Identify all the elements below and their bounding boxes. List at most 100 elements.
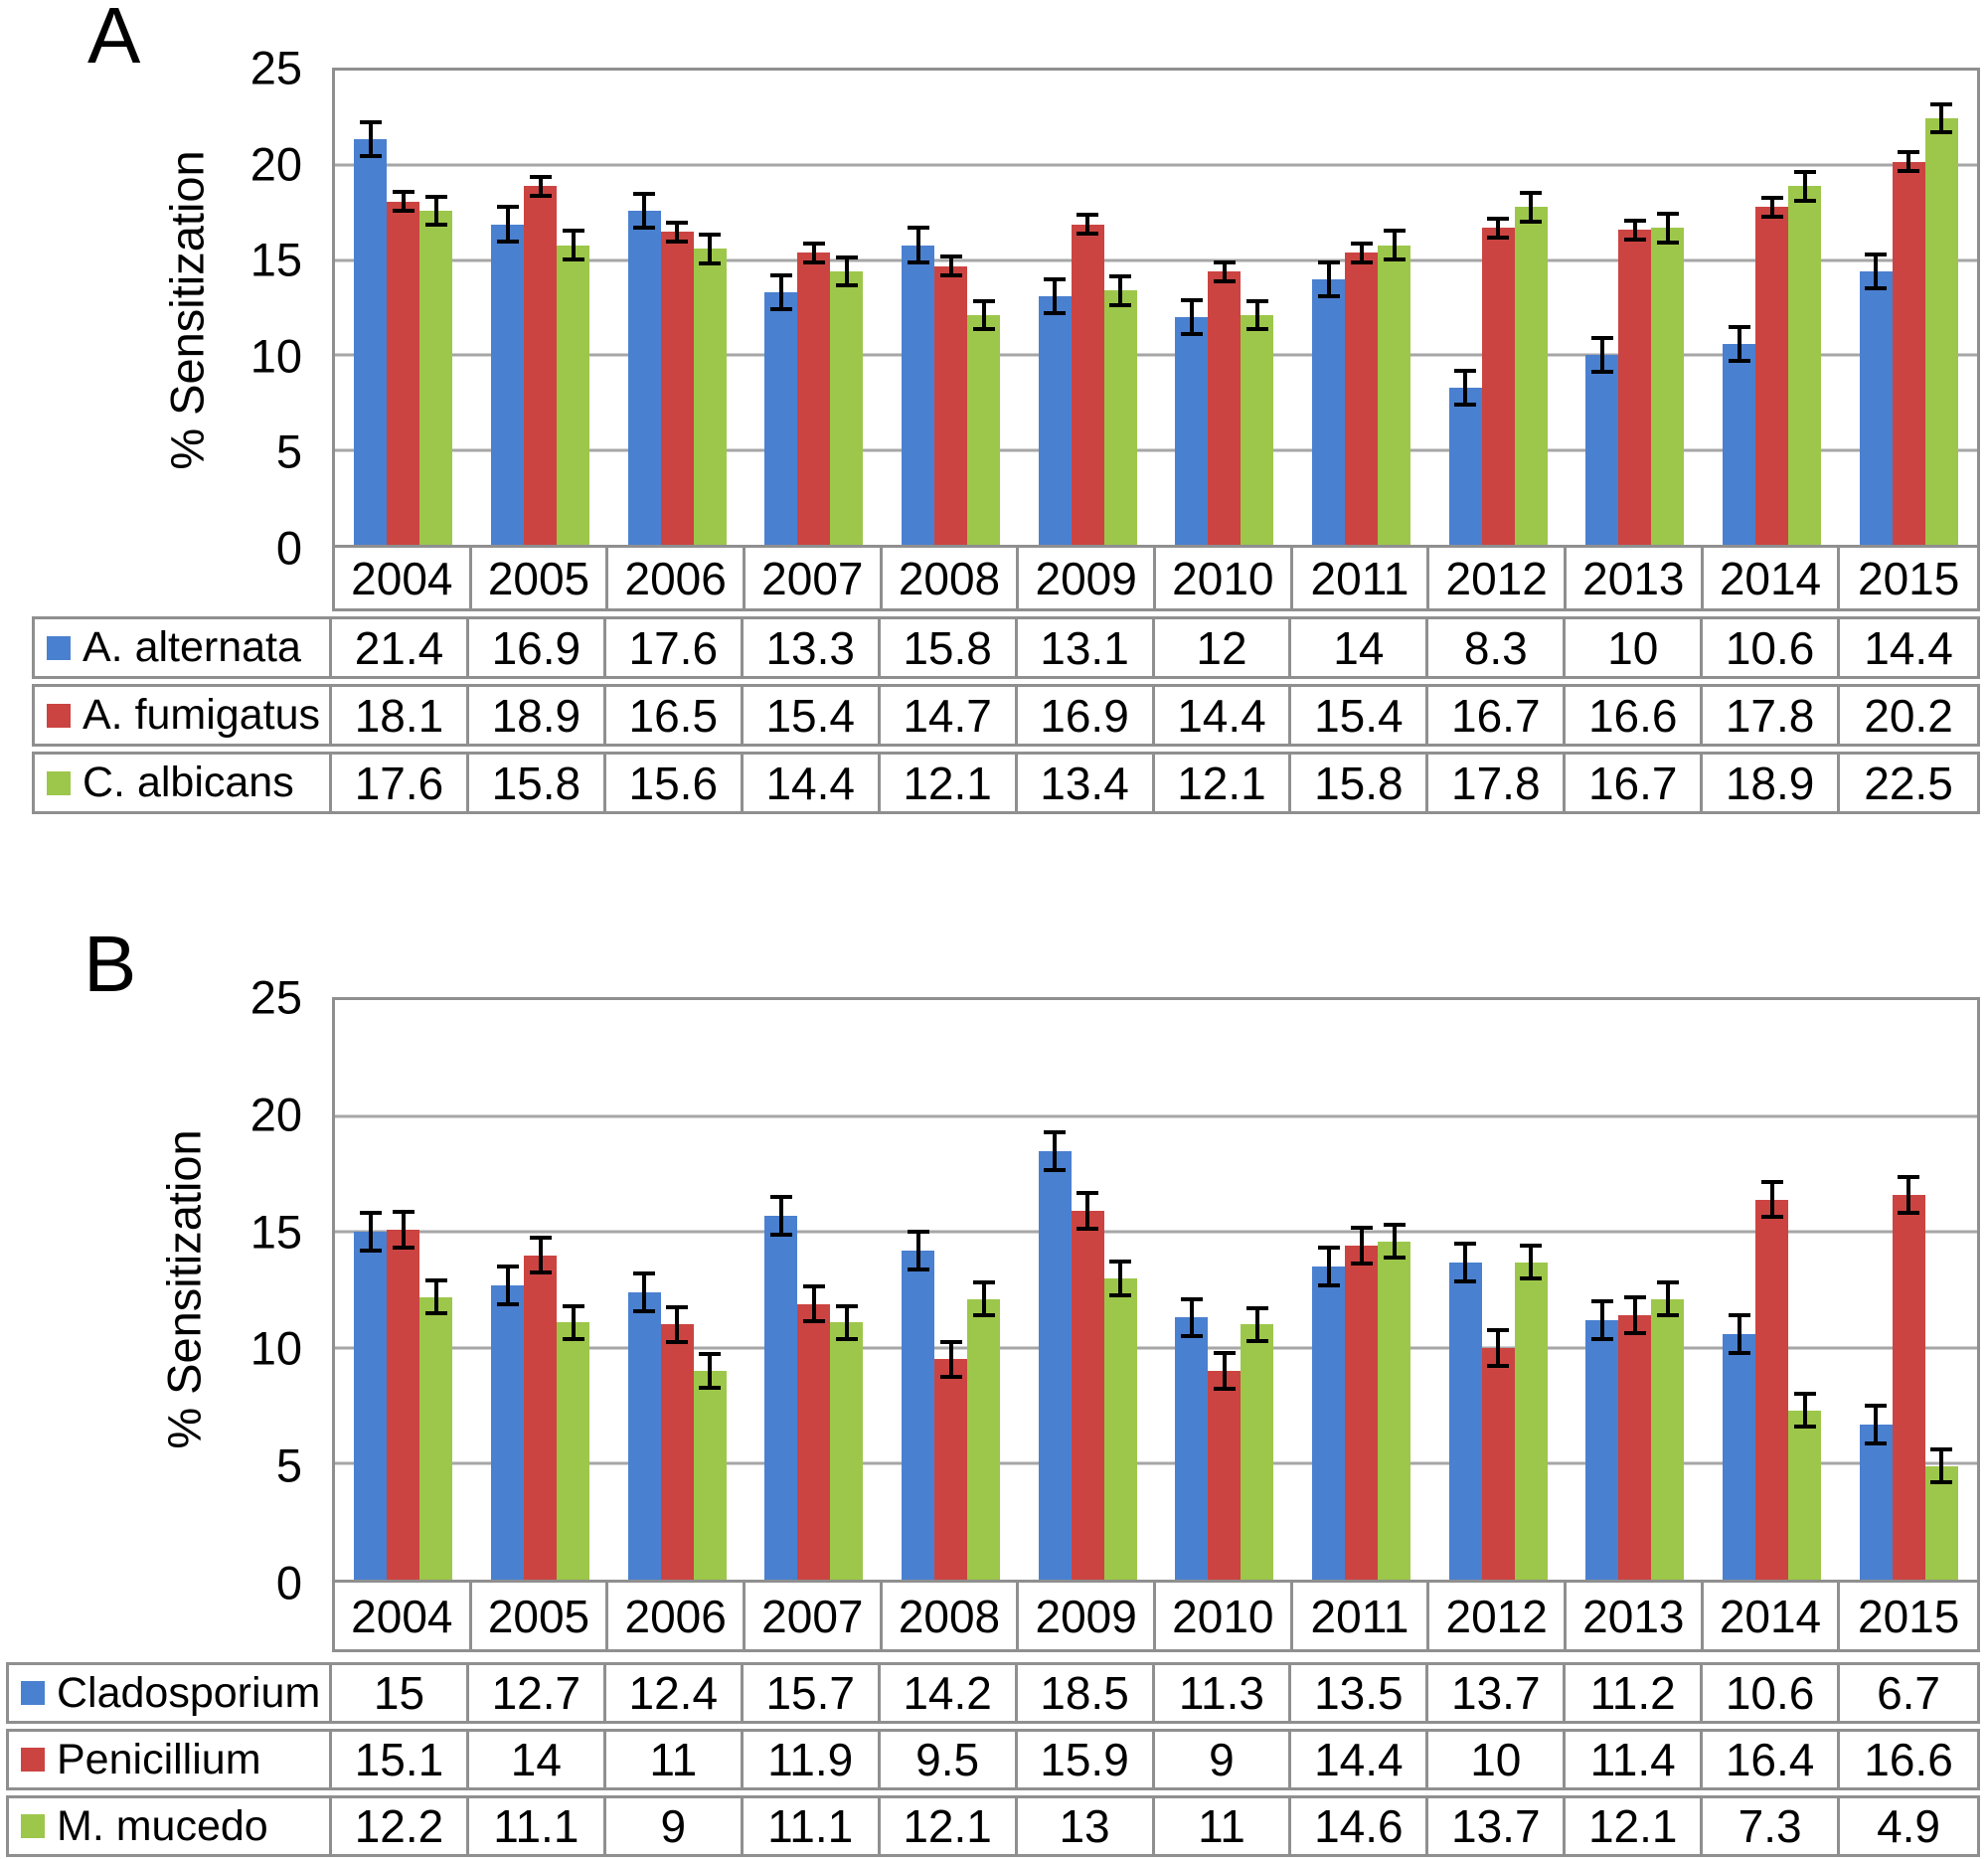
error-bar <box>907 1229 929 1271</box>
value-cell: 15 <box>332 1665 469 1721</box>
bar <box>1924 1465 1958 1580</box>
bar <box>1892 161 1925 545</box>
error-bar <box>1213 259 1236 283</box>
error-bar-line <box>1118 1264 1123 1293</box>
year-cell: 2010 <box>1156 1583 1293 1649</box>
bar <box>419 211 453 545</box>
value-cell: 17.6 <box>332 755 469 811</box>
bar <box>491 1284 524 1580</box>
value-cell: 11 <box>1155 1798 1292 1854</box>
bar <box>1345 253 1379 545</box>
error-bar-line <box>778 1198 783 1233</box>
value-cell: 16.6 <box>1566 687 1704 744</box>
error-bar-line <box>1939 105 1944 130</box>
bar <box>1723 343 1756 545</box>
bar <box>524 186 557 545</box>
bar <box>1448 387 1482 545</box>
bar <box>764 292 798 545</box>
error-bar <box>1180 1296 1203 1339</box>
value-cell: 15.8 <box>881 619 1018 676</box>
error-bar <box>1213 1351 1236 1391</box>
value-cell: 13.5 <box>1291 1665 1429 1721</box>
bar <box>1924 117 1958 545</box>
error-bar <box>1487 1327 1510 1368</box>
bar <box>1378 1241 1411 1580</box>
error-bar-line <box>1359 1230 1364 1263</box>
error-bar <box>972 1280 995 1318</box>
year-cell: 2010 <box>1156 548 1293 608</box>
bar <box>1755 1199 1789 1580</box>
bar <box>557 245 589 545</box>
year-cell: 2015 <box>1857 552 1960 604</box>
plot-area <box>332 68 1980 548</box>
value-cell: 15.8 <box>1291 755 1429 811</box>
legend-swatch <box>47 703 71 728</box>
error-bar-line <box>1222 263 1227 279</box>
value-cell: 17.8 <box>1428 755 1567 811</box>
value-cell: 17.6 <box>606 619 744 676</box>
year-column <box>1019 1000 1156 1580</box>
error-bar <box>1044 276 1067 316</box>
value-cell: 11.2 <box>1566 1665 1704 1721</box>
bar <box>1755 207 1789 545</box>
error-bar-line <box>1599 1302 1604 1337</box>
value-cell: 18.9 <box>469 687 606 744</box>
error-bar-line <box>708 1356 713 1386</box>
table-row: C. albicans 17.6 15.8 15.6 14.4 12.1 13.4 12.1 1… <box>32 752 1980 814</box>
value-cell: 15.8 <box>469 755 606 811</box>
error-bar-line <box>1802 174 1807 199</box>
bar <box>1071 1211 1104 1580</box>
error-bar-line <box>1326 1250 1331 1284</box>
error-bar-line <box>1939 1451 1944 1481</box>
bar <box>902 1250 935 1580</box>
error-bar-line <box>1189 301 1194 333</box>
error-bar-line <box>1359 245 1364 260</box>
value-cell: 13.3 <box>744 619 881 676</box>
value-cell: 6.7 <box>1877 1667 1941 1719</box>
legend-cell: A. fumigatus <box>35 687 332 744</box>
error-bar-line <box>1529 1247 1534 1277</box>
legend-label: Cladosporium <box>57 1668 321 1717</box>
error-bar <box>1760 1179 1783 1220</box>
error-bar <box>1180 297 1203 337</box>
error-bar <box>666 220 689 244</box>
error-bar <box>1728 324 1750 363</box>
bar <box>419 1296 453 1580</box>
error-bar <box>562 1303 584 1341</box>
y-tick-label: 10 <box>249 1321 302 1375</box>
year-column <box>1704 71 1841 545</box>
year-cell: 2007 <box>746 1583 883 1649</box>
bar <box>387 201 420 545</box>
error-bar <box>359 1211 382 1254</box>
bar <box>1241 315 1274 545</box>
error-bar <box>1109 1260 1132 1297</box>
error-bar <box>802 1283 825 1324</box>
error-bar <box>633 1270 656 1313</box>
year-column <box>1429 1000 1567 1580</box>
value-cell: 12.1 <box>881 755 1018 811</box>
bar <box>627 1291 661 1580</box>
year-column <box>1293 1000 1430 1580</box>
year-column <box>883 1000 1020 1580</box>
legend-cell: M. mucedo <box>9 1798 332 1854</box>
error-bar-line <box>981 302 986 328</box>
y-tick-label: 20 <box>249 137 302 191</box>
gridline <box>335 1461 1977 1465</box>
bar <box>1175 317 1209 545</box>
year-column <box>1567 71 1704 545</box>
legend-label: Penicillium <box>57 1735 261 1783</box>
legend-cell: Cladosporium <box>9 1665 332 1721</box>
year-column <box>1156 1000 1293 1580</box>
value-cell: 16.9 <box>1018 687 1155 744</box>
y-tick-label: 5 <box>275 1438 302 1492</box>
bar <box>1241 1324 1274 1580</box>
year-column <box>1429 71 1567 545</box>
y-tick-label: 25 <box>249 41 302 94</box>
bar <box>1103 1277 1137 1580</box>
value-cell: 14.2 <box>881 1665 1018 1721</box>
bar <box>1585 355 1619 545</box>
value-cell: 14.4 <box>1155 687 1292 744</box>
bar <box>1208 1371 1242 1580</box>
value-cell: 10.6 <box>1703 1665 1841 1721</box>
